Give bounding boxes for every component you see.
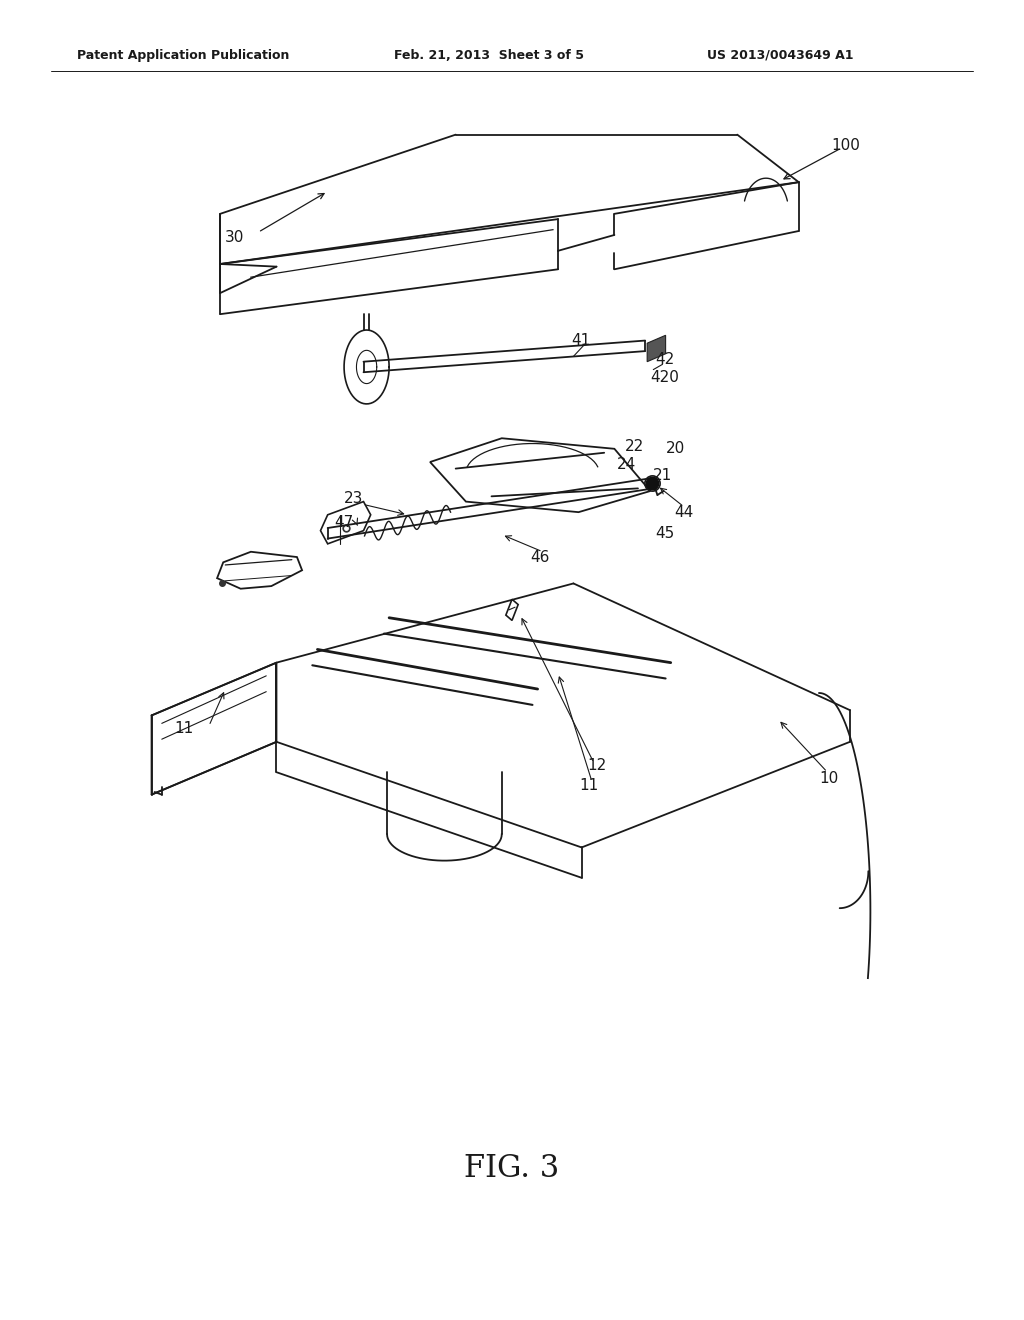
Text: 47: 47 [334, 515, 353, 531]
Text: 420: 420 [650, 370, 679, 385]
Text: 10: 10 [819, 771, 839, 787]
Text: 21: 21 [653, 467, 673, 483]
Text: 24: 24 [616, 457, 636, 473]
Text: US 2013/0043649 A1: US 2013/0043649 A1 [707, 49, 853, 62]
Text: 20: 20 [666, 441, 685, 457]
Text: 22: 22 [625, 438, 644, 454]
Text: 46: 46 [530, 549, 550, 565]
Text: 30: 30 [225, 230, 245, 246]
Text: 45: 45 [655, 525, 675, 541]
Text: 12: 12 [588, 758, 607, 774]
Text: 11: 11 [174, 721, 194, 737]
Text: 23: 23 [344, 491, 364, 507]
Text: FIG. 3: FIG. 3 [464, 1152, 560, 1184]
Text: 41: 41 [571, 333, 591, 348]
Text: 11: 11 [580, 777, 599, 793]
Text: Feb. 21, 2013  Sheet 3 of 5: Feb. 21, 2013 Sheet 3 of 5 [394, 49, 585, 62]
Text: 100: 100 [831, 137, 860, 153]
Polygon shape [647, 335, 666, 362]
Text: 42: 42 [655, 351, 675, 367]
Text: Patent Application Publication: Patent Application Publication [77, 49, 289, 62]
Text: 44: 44 [674, 504, 693, 520]
